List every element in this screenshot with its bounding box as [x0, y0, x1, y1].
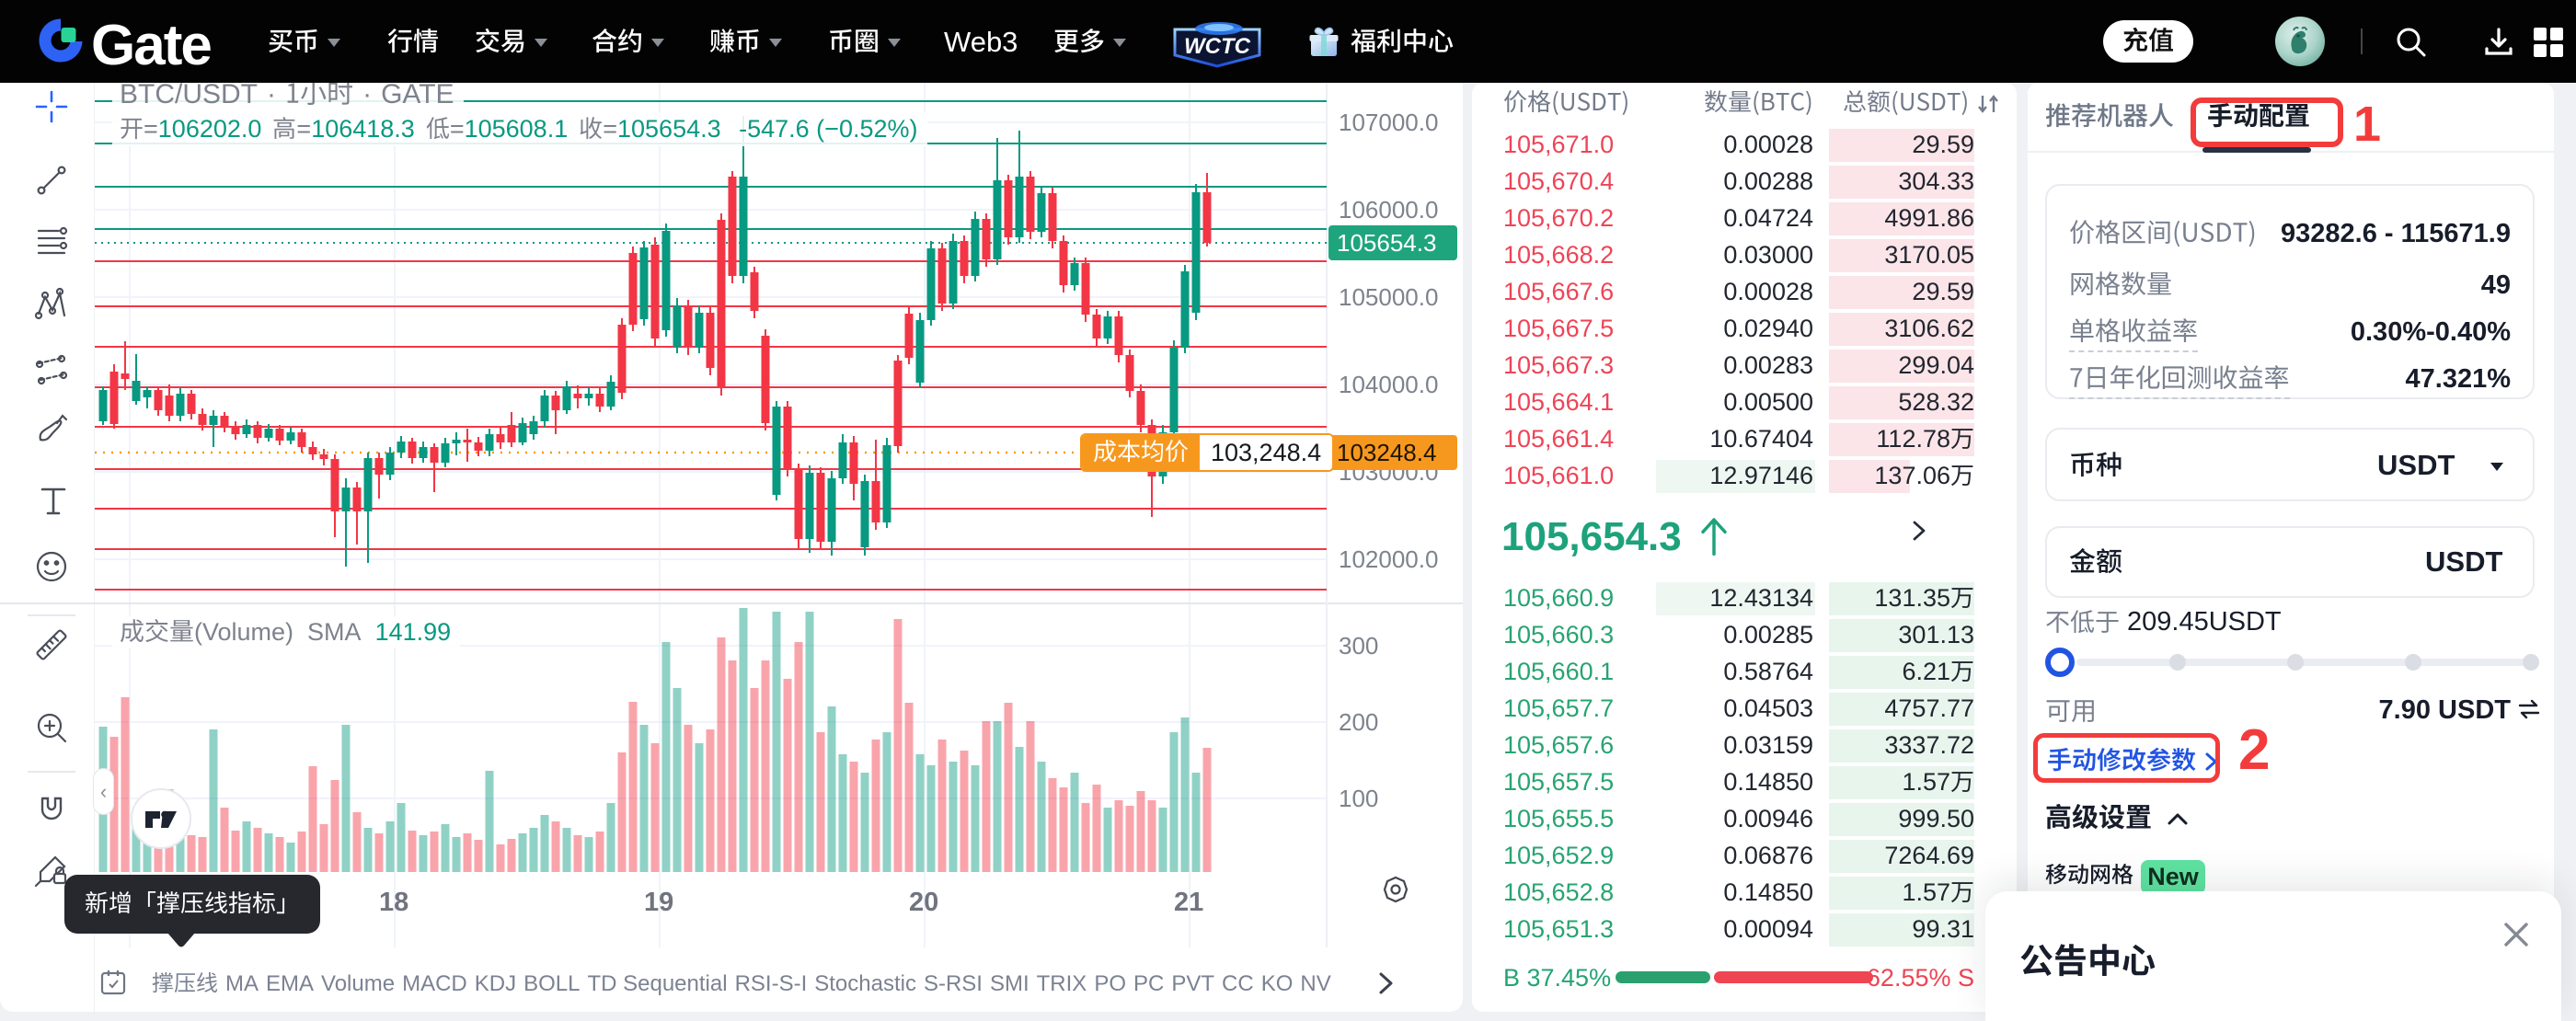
- svg-text:WCTC: WCTC: [1184, 34, 1251, 59]
